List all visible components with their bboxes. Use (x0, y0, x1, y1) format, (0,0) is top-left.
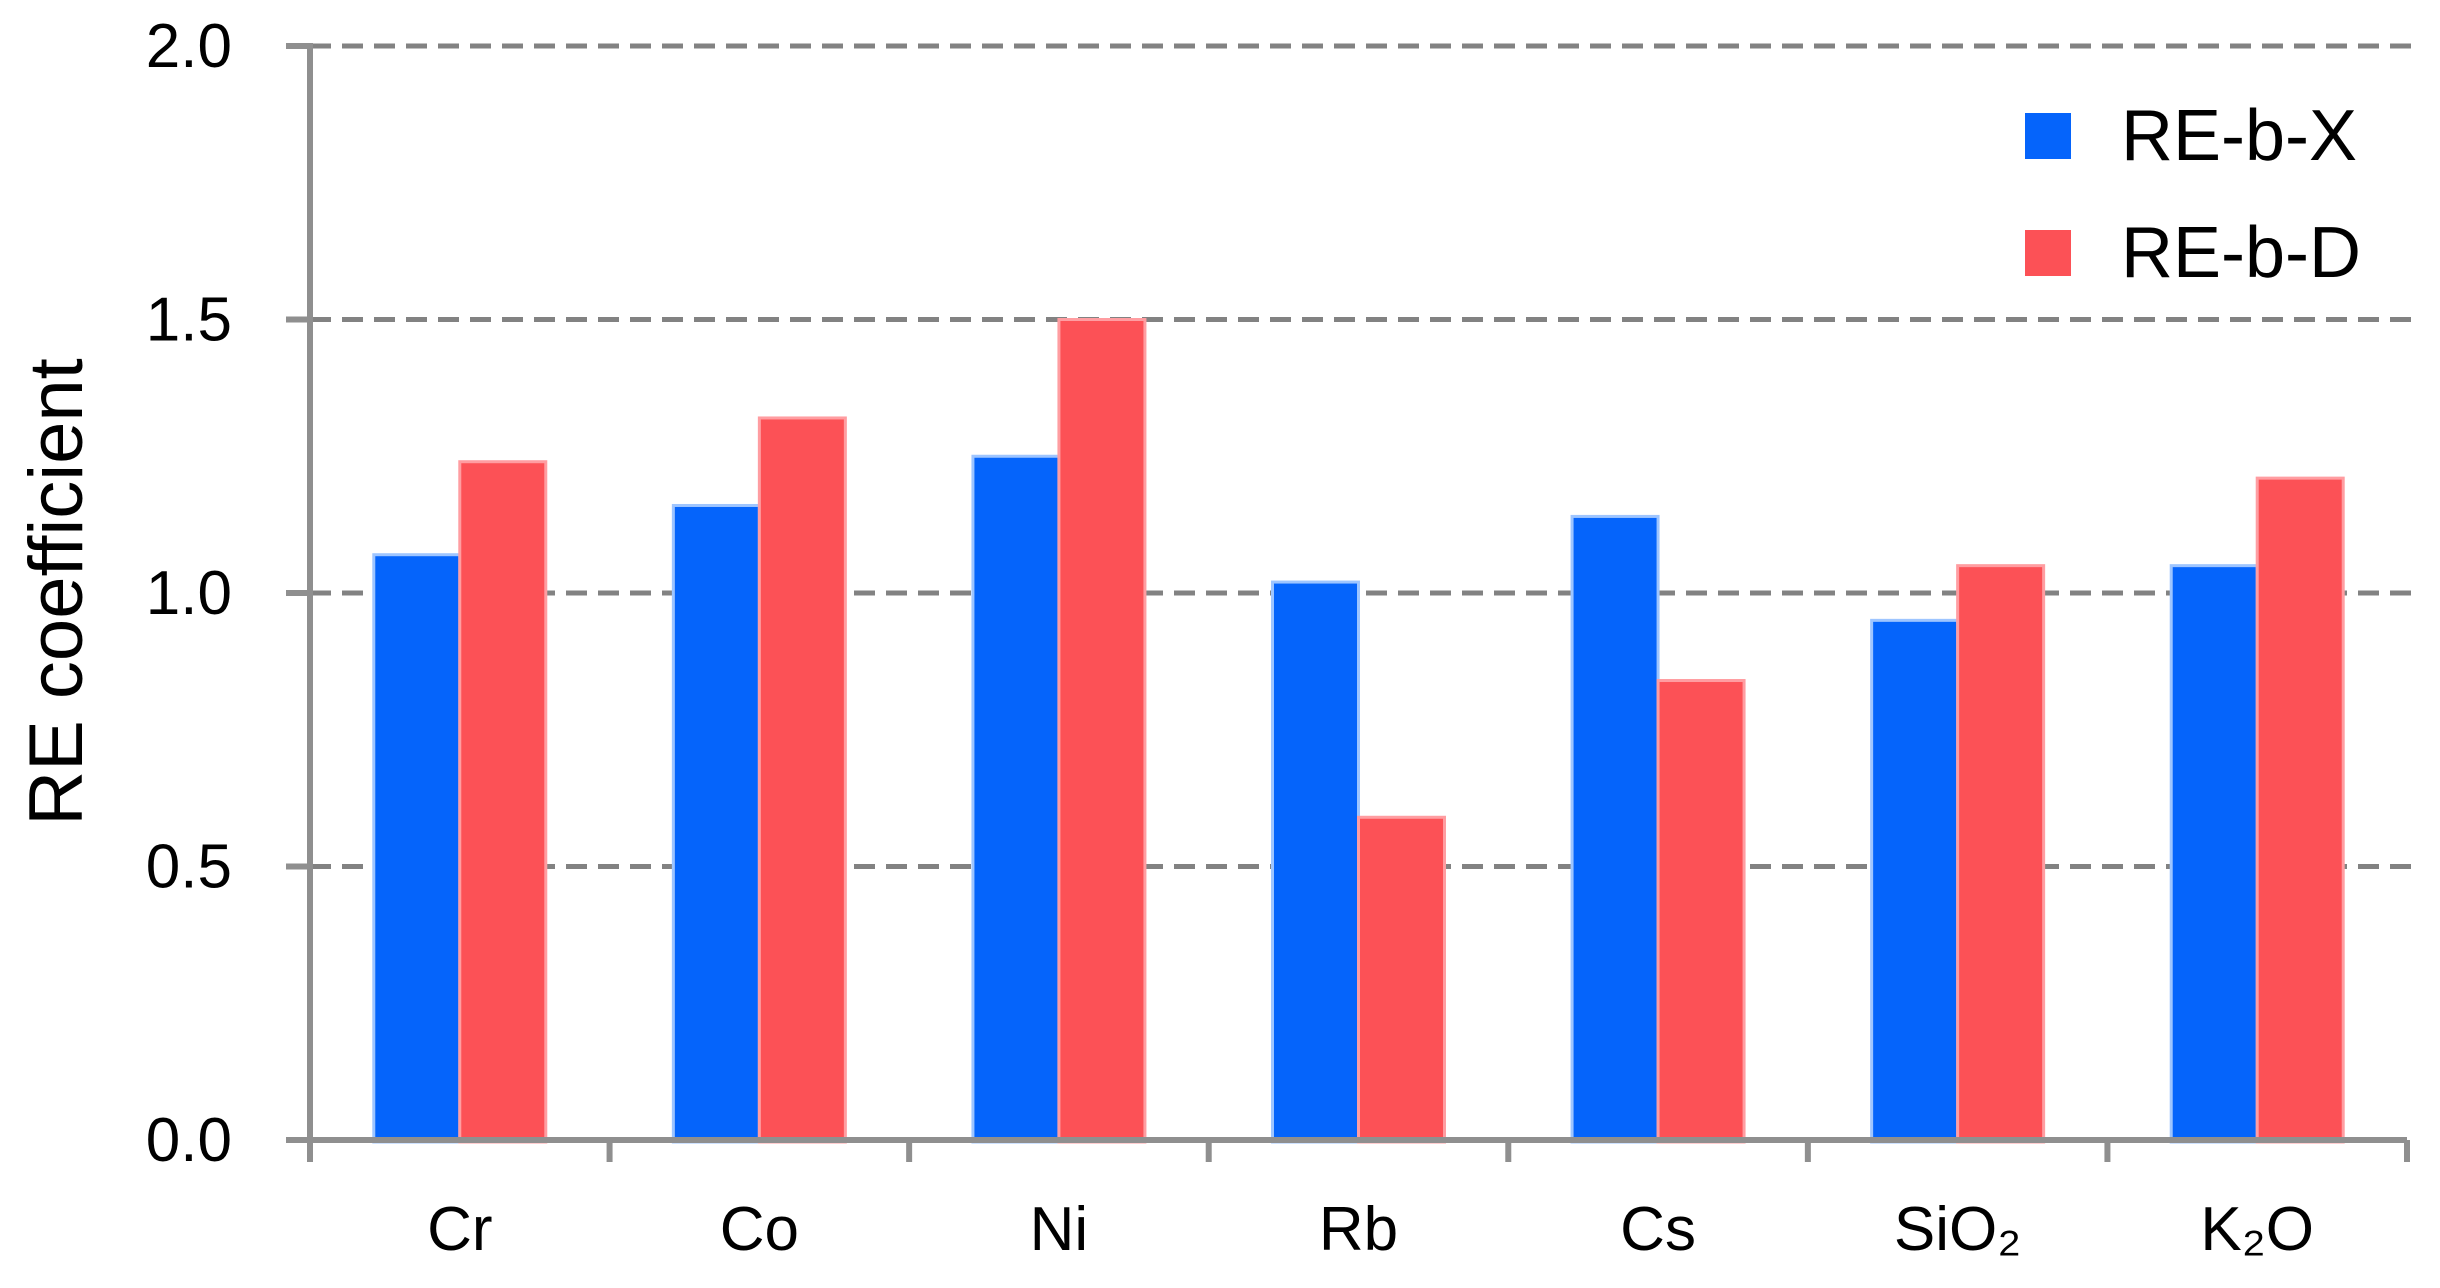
bar-re-b-x-cs (1570, 514, 1660, 1144)
y-tick-label-2.0: 2.0 (146, 12, 232, 81)
x-category-label-rb: Rb (1319, 1195, 1398, 1264)
bar-re-b-d-sio- (1956, 564, 2046, 1144)
y-axis-title: RE coefficient (14, 358, 99, 826)
y-tick-label-0.0: 0.0 (146, 1106, 232, 1175)
x-category-label-ni: Ni (1030, 1195, 1089, 1264)
legend-label-re-b-x: RE-b-X (2121, 96, 2358, 176)
bar-re-b-d-cs (1656, 679, 1746, 1144)
y-tick-label-1.5: 1.5 (146, 286, 232, 355)
bar-re-b-x-ni (971, 454, 1061, 1144)
legend: RE-b-X RE-b-D (2025, 100, 2361, 289)
bar-re-b-d-ni (1057, 318, 1147, 1144)
bar-re-b-x-rb (1271, 580, 1360, 1144)
legend-item-re-b-d: RE-b-D (2025, 217, 2361, 289)
bar-re-b-x-sio- (1870, 618, 1960, 1144)
bar-re-b-d-cr (458, 460, 548, 1144)
bar-re-b-d-rb (1357, 815, 1446, 1144)
legend-swatch-re-b-d-icon (2025, 230, 2071, 276)
x-category-label-cr: Cr (427, 1195, 492, 1264)
y-tick-label-0.5: 0.5 (146, 833, 232, 902)
x-category-label-cs: Cs (1620, 1195, 1696, 1264)
legend-swatch-re-b-x-icon (2025, 113, 2071, 159)
bar-re-b-d-k-o (2255, 476, 2345, 1144)
bar-re-b-x-co (671, 503, 761, 1144)
legend-label-re-b-d: RE-b-D (2121, 213, 2362, 293)
legend-item-re-b-x: RE-b-X (2025, 100, 2361, 172)
bar-re-b-x-cr (372, 553, 462, 1144)
bar-re-b-x-k-o (2169, 564, 2259, 1144)
x-category-label-k-o: K₂O (2200, 1195, 2314, 1264)
x-category-label-co: Co (720, 1195, 799, 1264)
y-tick-label-1.0: 1.0 (146, 559, 232, 628)
bar-re-b-d-co (757, 416, 847, 1144)
x-category-label-sio-: SiO₂ (1894, 1195, 2021, 1264)
